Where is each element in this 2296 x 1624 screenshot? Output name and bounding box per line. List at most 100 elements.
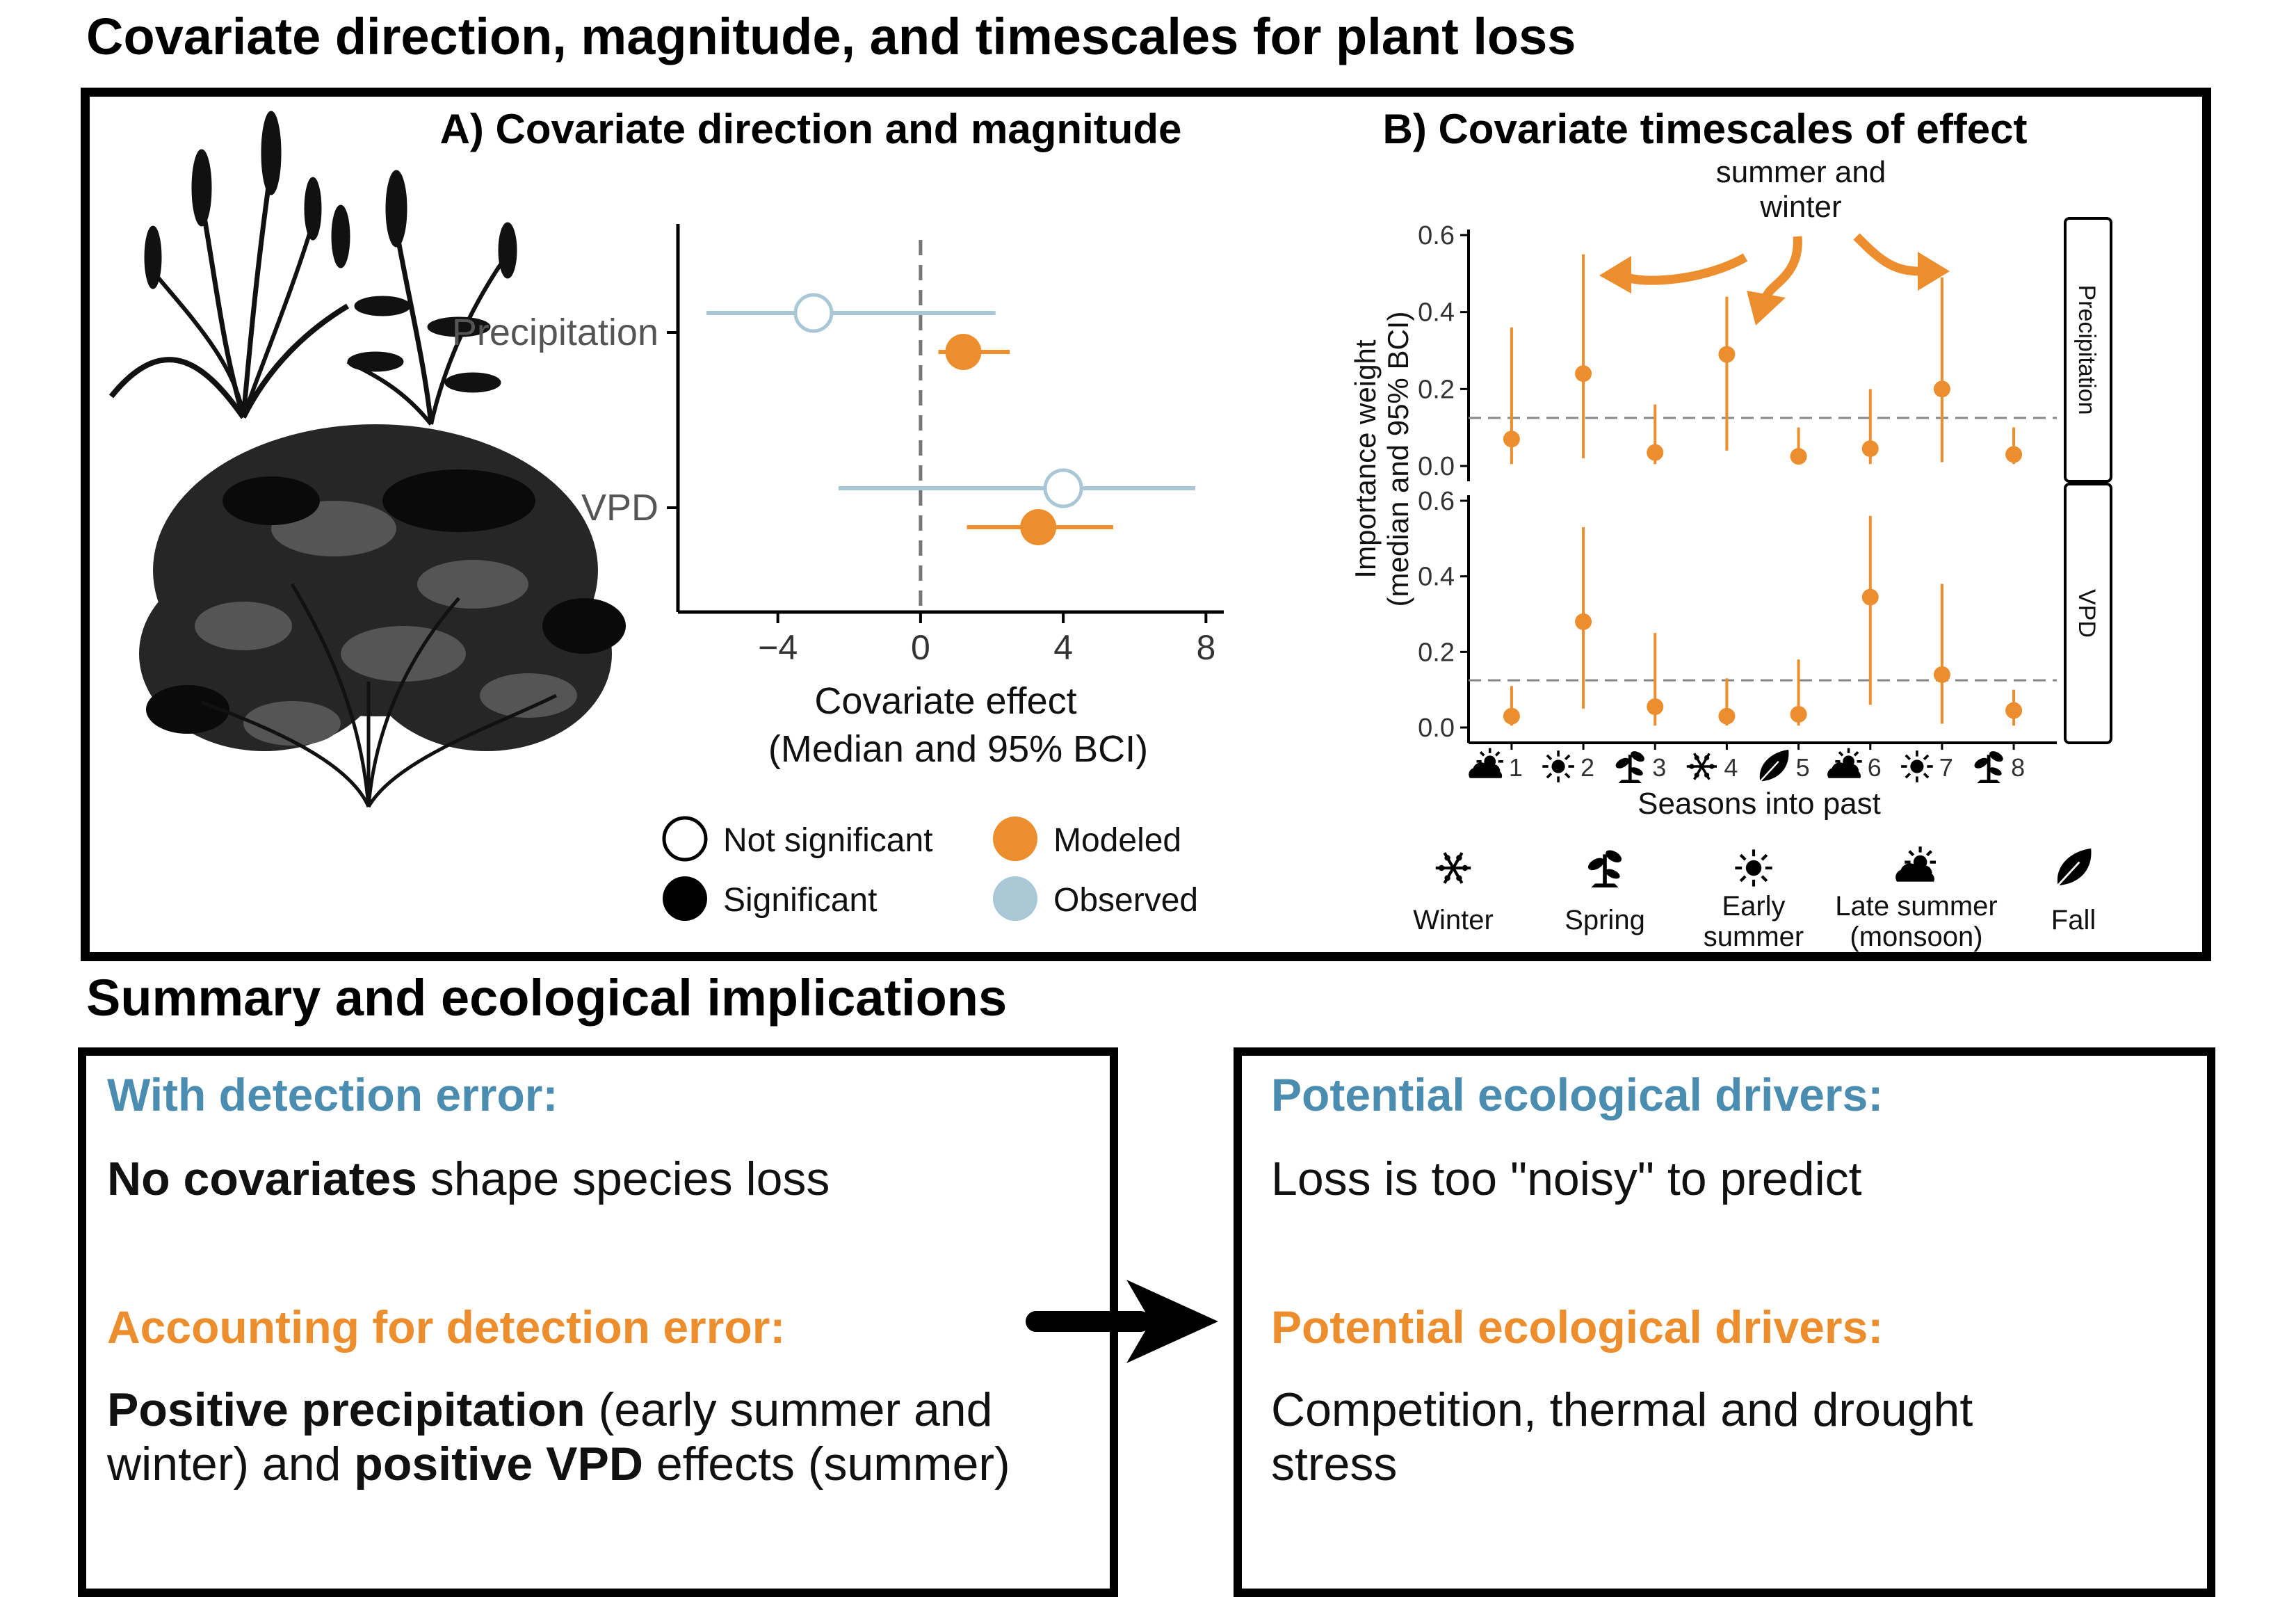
left-text-1-bold: No covariates [107, 1152, 417, 1205]
panel-a-xlabel-sub: (Median and 95% BCI) [768, 728, 1148, 770]
x-tick-label: 5 [1796, 753, 1810, 782]
season-legend-label: Winter [1413, 905, 1494, 935]
flake-node [1444, 855, 1450, 861]
panel-b-marks: 0.0 0.2 0.4 0.6 Precipitation 0.0 0.2 0.4 0.6 VPD… [1418, 217, 2112, 784]
x-tick-label: 7 [1939, 753, 1953, 782]
x-tick-label: 8 [2011, 753, 2025, 782]
legend-significant-label: Significant [723, 882, 877, 919]
point-modeled [945, 334, 982, 370]
season-legend-label: Fall [2051, 905, 2096, 935]
spring-icon [1615, 751, 1644, 783]
sun-ray [1905, 754, 1911, 761]
point [1861, 588, 1879, 606]
annotation-arrowheads [1599, 252, 1950, 325]
season-legend-label: (monsoon) [1850, 922, 1982, 952]
legend-modeled-marker [993, 817, 1037, 861]
legend-modeled-label: Modeled [1053, 822, 1181, 859]
point [2005, 446, 2023, 463]
facet-strip [2064, 483, 2112, 744]
panel-b-ylabel-line2: (median and 95% BCI) [1382, 312, 1414, 607]
winter-icon [1686, 753, 1717, 780]
sun-ray [1494, 750, 1501, 757]
summary-box-drivers: Potential ecological drivers: Loss is to… [1234, 1047, 2215, 1597]
point [1503, 707, 1520, 725]
left-text-2-rest-b: winter) and [107, 1438, 355, 1490]
flake-node [1694, 772, 1699, 778]
sun-ray [1761, 875, 1768, 883]
facet-label: Precipitation [2073, 284, 2100, 415]
annotation-line1: summer and [1716, 155, 1886, 189]
left-text-2-rest-c: effects (summer) [642, 1438, 1010, 1490]
category-label: Precipitation [452, 312, 658, 353]
category-label: VPD [581, 487, 658, 529]
early-summer-icon [1542, 750, 1574, 782]
sun-ray [1905, 772, 1911, 779]
shrub-small-icon [331, 170, 517, 426]
point-observed [793, 293, 834, 333]
late-summer-icon [1469, 748, 1503, 778]
point [1647, 444, 1664, 461]
flake-node [1462, 865, 1468, 871]
flake-node [1689, 764, 1695, 769]
sun-ray [1739, 853, 1747, 861]
facet-strip [2064, 217, 2112, 483]
panel-a-title: A) Covariate direction and magnitude [440, 106, 1182, 152]
ground [1977, 780, 2000, 783]
leaf-vein [2055, 861, 2080, 888]
y-tick-label: 0.6 [1418, 487, 1455, 516]
right-heading-1: Potential ecological drivers: [1271, 1069, 1884, 1120]
point [1718, 707, 1736, 725]
point [1575, 613, 1592, 630]
sun-core [1910, 759, 1924, 773]
flake-node [1439, 865, 1445, 871]
spring-icon [1974, 751, 2003, 783]
cloud-shape [1827, 762, 1861, 778]
left-text-2-line2: winter) and positive VPD effects (summer… [107, 1437, 1010, 1491]
spring-icon [1587, 850, 1622, 887]
point [1861, 440, 1879, 458]
sun-ray [1546, 772, 1553, 779]
main-title: Covariate direction, magnitude, and time… [86, 8, 1576, 65]
x-tick-label: 2 [1580, 753, 1594, 782]
leaf [1587, 858, 1604, 871]
left-text-2-rest-a: (early summer and [585, 1383, 993, 1436]
cloud-shape [1469, 762, 1503, 778]
x-tick-label: 0 [911, 628, 930, 667]
y-tick-label: 0.4 [1418, 563, 1455, 592]
point [1718, 346, 1736, 363]
x-tick-label: 4 [1053, 628, 1073, 667]
sun-ray [1739, 875, 1747, 883]
right-text-2-line1: Competition, thermal and drought [1271, 1383, 1973, 1436]
cloud-shape [1895, 863, 1934, 882]
sun-ray [1838, 750, 1844, 757]
point [1503, 431, 1520, 448]
point-observed [1043, 468, 1083, 508]
x-tick-label: 4 [1724, 753, 1738, 782]
panel-a-xlabel: Covariate effect [814, 680, 1076, 722]
right-text-1: Loss is too "noisy" to predict [1271, 1152, 1862, 1205]
flake-node [1444, 875, 1450, 881]
flake-node [1704, 772, 1710, 778]
season-legend-label: Late summer [1835, 891, 1997, 922]
leaf [1606, 850, 1622, 862]
leaf [1989, 751, 2003, 762]
season-legend-label: Early [1722, 891, 1785, 922]
legend-observed-marker [993, 876, 1037, 921]
y-tick-label: 0.4 [1418, 298, 1455, 328]
winter-icon [1435, 852, 1471, 884]
sun-ray [1564, 754, 1571, 761]
panel-a-chart: A) Covariate direction and magnitude −4 0… [440, 106, 1224, 921]
point [2005, 702, 2023, 719]
summary-box-detection: With detection error: No covariates shap… [78, 1047, 1118, 1597]
flake-node [1704, 755, 1710, 761]
plant-illustration [108, 111, 626, 808]
point [1575, 365, 1592, 383]
sun-ray [1923, 754, 1930, 761]
x-tick-label: 3 [1652, 753, 1666, 782]
leaf [1630, 767, 1643, 776]
point [1647, 698, 1664, 716]
legend: Not significant Significant Modeled Obse… [662, 816, 1198, 921]
legend-not-significant-label: Not significant [723, 822, 932, 859]
sun-ray [1853, 750, 1859, 757]
